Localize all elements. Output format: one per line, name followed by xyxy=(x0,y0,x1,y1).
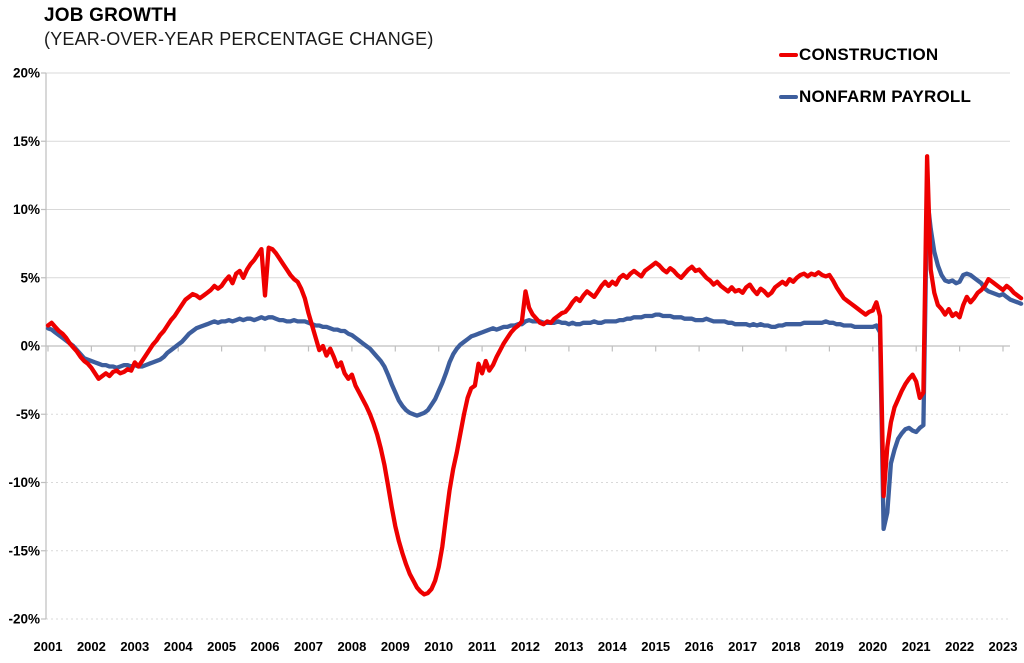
x-axis-label: 2003 xyxy=(120,639,149,654)
x-axis-label: 2021 xyxy=(902,639,931,654)
y-axis-label: 15% xyxy=(13,134,40,149)
chart-title: JOB GROWTH xyxy=(44,5,177,26)
legend-item-construction: CONSTRUCTION xyxy=(779,45,938,65)
x-axis-label: 2010 xyxy=(424,639,453,654)
x-axis-label: 2012 xyxy=(511,639,540,654)
series-line-construction xyxy=(45,154,1024,597)
x-axis-label: 2009 xyxy=(381,639,410,654)
x-axis-label: 2007 xyxy=(294,639,323,654)
construction-line-swatch xyxy=(779,52,798,58)
x-axis-label: 2005 xyxy=(207,639,236,654)
chart-subtitle: (YEAR-OVER-YEAR PERCENTAGE CHANGE) xyxy=(44,29,434,49)
series-line-nonfarm-payroll xyxy=(45,195,1024,532)
x-axis-label: 2018 xyxy=(772,639,801,654)
x-axis-label: 2019 xyxy=(815,639,844,654)
x-axis-label: 2022 xyxy=(945,639,974,654)
x-axis-label: 2017 xyxy=(728,639,757,654)
legend-label-construction: CONSTRUCTION xyxy=(799,45,939,64)
x-axis-label: 2023 xyxy=(989,639,1018,654)
x-axis-label: 2004 xyxy=(164,639,194,654)
x-axis-label: 2011 xyxy=(468,639,496,654)
x-axis-label: 2008 xyxy=(337,639,366,654)
legend-label-nonfarm-payroll: NONFARM PAYROLL xyxy=(799,87,972,106)
x-axis-label: 2014 xyxy=(598,639,628,654)
y-axis-label: -20% xyxy=(8,612,40,627)
x-axis-label: 2013 xyxy=(554,639,583,654)
x-axis-label: 2020 xyxy=(858,639,887,654)
nonfarm-payroll-line-swatch xyxy=(779,94,798,100)
y-axis-label: 20% xyxy=(13,66,40,81)
legend-item-nonfarm-payroll: NONFARM PAYROLL xyxy=(779,87,971,107)
x-axis-label: 2002 xyxy=(77,639,106,654)
y-axis-label: -10% xyxy=(8,475,40,490)
y-axis-label: 5% xyxy=(20,270,40,285)
y-axis-label: 10% xyxy=(13,202,40,217)
y-axis-label: -15% xyxy=(8,544,40,559)
x-axis-label: 2001 xyxy=(34,639,63,654)
x-axis-label: 2015 xyxy=(641,639,670,654)
x-axis-label: 2016 xyxy=(685,639,714,654)
y-axis-label: 0% xyxy=(20,339,40,354)
y-axis-label: -5% xyxy=(16,407,40,422)
x-axis-label: 2006 xyxy=(251,639,280,654)
